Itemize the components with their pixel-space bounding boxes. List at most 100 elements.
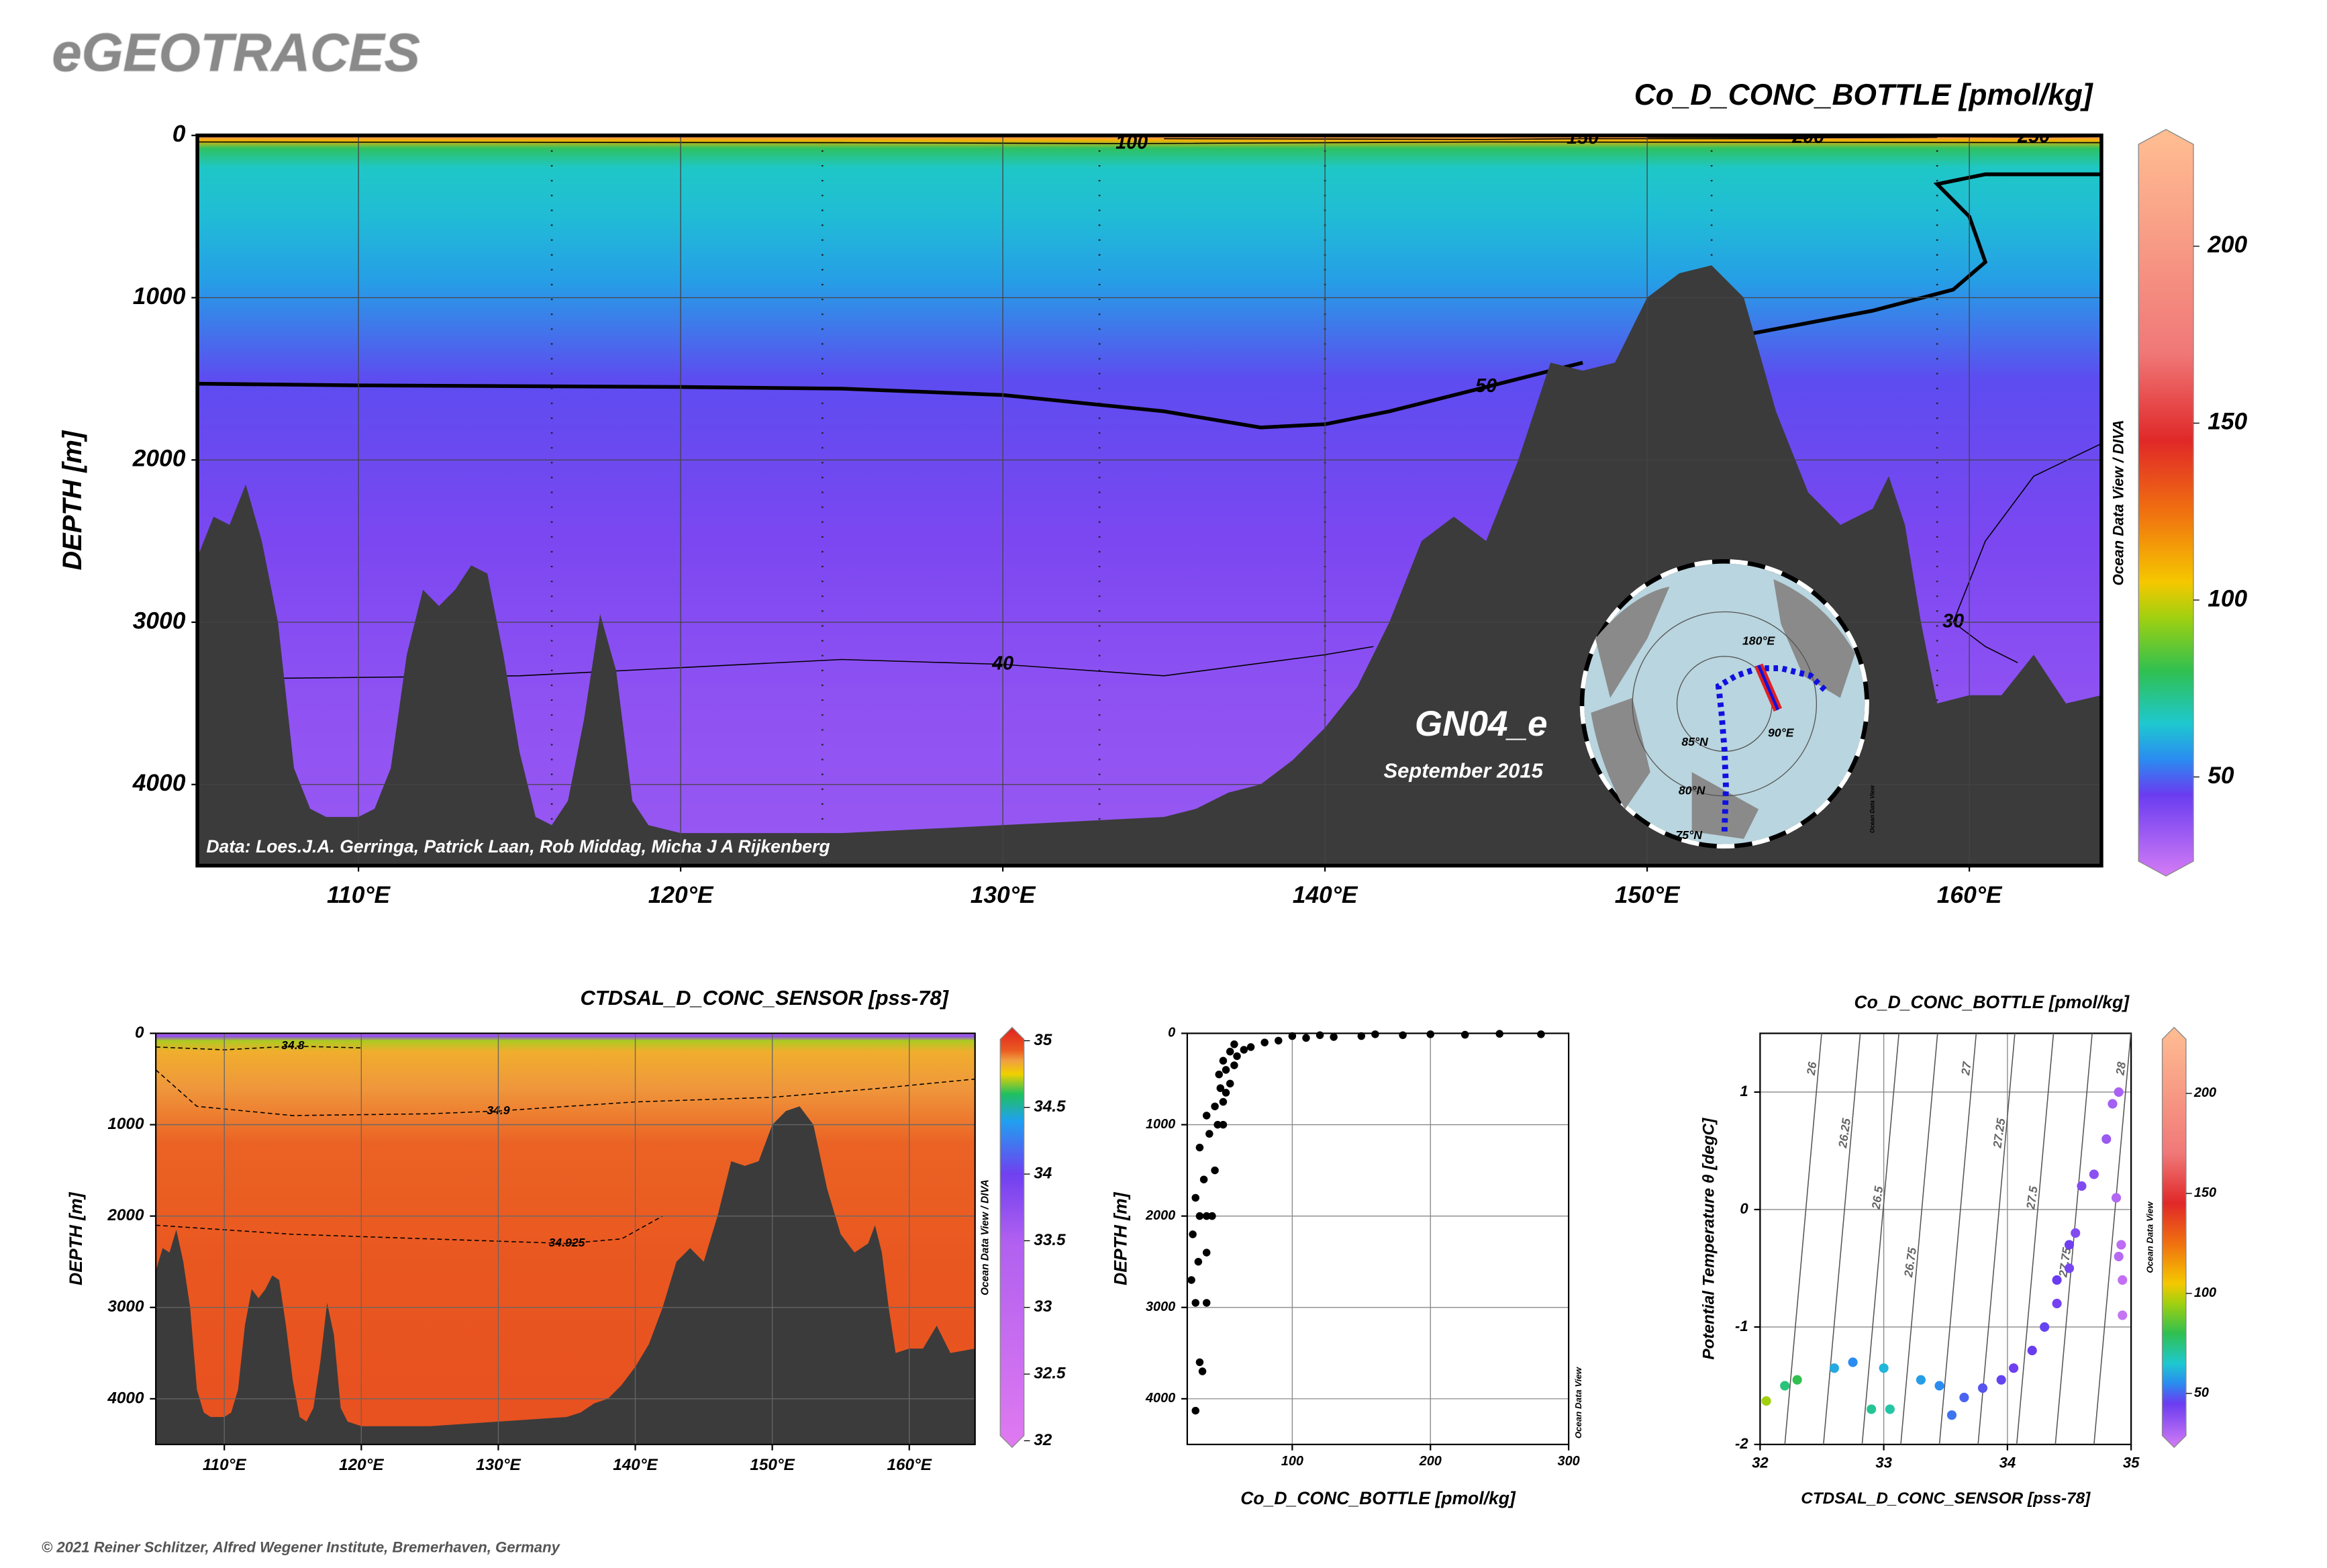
isopycnal-label: 26.5 <box>1869 1185 1886 1211</box>
y-tick-label: 1000 <box>1146 1117 1175 1132</box>
scatter-point <box>1916 1375 1926 1385</box>
scatter-point <box>1959 1392 1969 1403</box>
y-axis-label: DEPTH [m] <box>1111 1191 1131 1285</box>
colorbar-tick-label: 33.5 <box>1034 1231 1066 1249</box>
scatter-point <box>1275 1036 1283 1045</box>
y-tick-label: 0 <box>1168 1026 1175 1040</box>
scatter-point <box>2111 1193 2122 1203</box>
brand-title: eGEOTRACES <box>52 23 419 83</box>
scatter-point <box>1977 1383 1988 1393</box>
y-tick-label: 1000 <box>133 283 186 309</box>
contour-label: 150 <box>1567 127 1599 148</box>
colorbar-tick-label: 50 <box>2208 763 2234 789</box>
scatter-point <box>1761 1396 1771 1406</box>
x-axis-label: Co_D_CONC_BOTTLE [pmol/kg] <box>1240 1488 1516 1508</box>
chart-title: Co_D_CONC_BOTTLE [pmol/kg] <box>1854 992 2130 1012</box>
scatter-point <box>1198 1367 1207 1375</box>
scatter-point <box>1240 1046 1248 1054</box>
scatter-point <box>1230 1040 1238 1048</box>
inset-section <box>1757 665 1779 711</box>
scatter-point <box>2116 1240 2126 1250</box>
scatter-point <box>1202 1248 1211 1257</box>
x-tick-label: 140°E <box>1293 882 1358 908</box>
scatter-point <box>1495 1030 1503 1038</box>
scatter-point <box>1302 1034 1310 1042</box>
scatter-point <box>1202 1212 1211 1220</box>
cruise-date: September 2015 <box>1383 758 1543 782</box>
colorbar-tick-label: 150 <box>2208 409 2247 435</box>
scatter-point <box>1246 1043 1255 1051</box>
y-tick-label: 3000 <box>133 607 186 634</box>
colorbar-tick-label: 33 <box>1034 1297 1052 1316</box>
scatter-point <box>1202 1112 1211 1120</box>
scatter-point <box>1330 1033 1338 1041</box>
x-tick-label: 35 <box>2123 1455 2140 1471</box>
scatter-point <box>1288 1032 1297 1040</box>
scatter-point <box>1233 1052 1241 1061</box>
contour-label: 200 <box>1791 126 1824 148</box>
colorbar-tick-label: 50 <box>2194 1385 2209 1400</box>
scatter-point <box>1537 1030 1545 1038</box>
scatter-point <box>2114 1251 2124 1262</box>
scatter-point <box>1226 1047 1234 1056</box>
scatter-point <box>2052 1275 2062 1285</box>
scatter-point <box>1191 1193 1199 1202</box>
x-tick-label: 140°E <box>613 1456 658 1474</box>
y-tick-label: 1 <box>1740 1083 1748 1099</box>
y-tick-label: 4000 <box>107 1389 144 1407</box>
scatter-point <box>1260 1038 1269 1046</box>
isopycnal <box>1977 1033 2016 1444</box>
scatter-point <box>1187 1276 1195 1284</box>
scatter-point <box>1219 1097 1228 1106</box>
colorbar-tick-label: 100 <box>2208 585 2247 611</box>
y-tick-label: -2 <box>1735 1435 1748 1452</box>
inset-label: 90°E <box>1768 726 1795 739</box>
scatter-point <box>2064 1240 2075 1250</box>
inset-credit: Ocean Data View <box>1869 785 1876 833</box>
scatter-point <box>1222 1089 1230 1097</box>
scatter-point <box>1399 1031 1407 1039</box>
x-tick-label: 150°E <box>1615 882 1681 908</box>
contour-label: 250 <box>2017 126 2050 147</box>
scatter-point <box>2064 1263 2075 1273</box>
isopycnal <box>1938 1033 1977 1444</box>
isopycnal-label: 26 <box>1804 1061 1820 1076</box>
x-tick-label: 120°E <box>339 1456 384 1474</box>
scatter-point <box>1885 1404 1895 1414</box>
scatter-point <box>2108 1099 2118 1109</box>
bathymetry <box>156 1106 975 1444</box>
scatter-point <box>2071 1228 2081 1238</box>
y-tick-label: 3000 <box>1146 1300 1175 1314</box>
contour <box>197 172 2101 430</box>
colorbar-tick-label: 200 <box>2207 232 2247 258</box>
colorbar-tick-label: 150 <box>2194 1185 2216 1200</box>
scatter-point <box>1460 1030 1469 1039</box>
inset-label: 75°N <box>1675 828 1703 842</box>
colorbar-tick-label: 34.5 <box>1034 1097 1066 1116</box>
y-tick-label: 0 <box>135 1024 144 1042</box>
scatter-point <box>1996 1375 2006 1385</box>
scatter-point <box>1202 1299 1211 1307</box>
inset-track <box>1715 665 1828 832</box>
x-tick-label: 160°E <box>887 1456 932 1474</box>
scatter-point <box>1211 1102 1219 1111</box>
colorbar-tick-label: 200 <box>2193 1085 2216 1100</box>
scatter-point <box>1199 1175 1208 1183</box>
colorbar-tick-label: 34 <box>1034 1165 1052 1183</box>
contour-label: 34.8 <box>281 1038 305 1052</box>
scatter-point <box>1195 1143 1204 1152</box>
scatter-point <box>2052 1298 2062 1309</box>
isopycnal <box>2016 1033 2054 1444</box>
y-tick-label: 4000 <box>1145 1391 1175 1406</box>
scatter-point <box>1792 1375 1802 1385</box>
scatter-point <box>1195 1358 1204 1367</box>
x-tick-label: 130°E <box>971 882 1036 908</box>
isopycnal <box>1784 1033 1822 1444</box>
x-axis-label: CTDSAL_D_CONC_SENSOR [pss-78] <box>1801 1489 2091 1508</box>
scatter-point <box>1848 1357 1858 1367</box>
contour-label: 100 <box>1116 132 1148 153</box>
scatter-point <box>1867 1404 1877 1414</box>
inset-label: 80°N <box>1679 784 1706 797</box>
x-tick-label: 130°E <box>476 1456 521 1474</box>
